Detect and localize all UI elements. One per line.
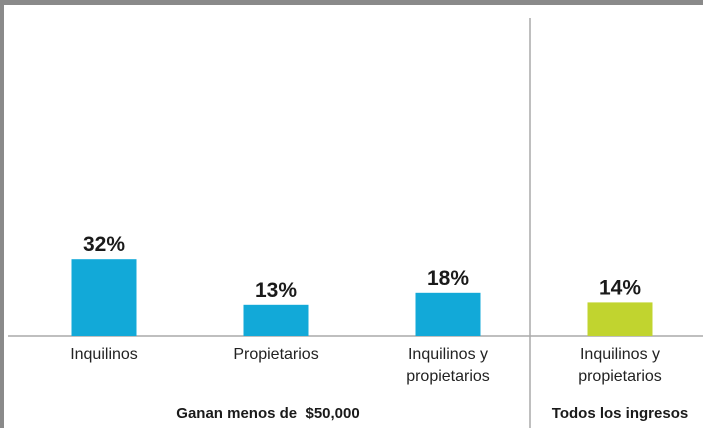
category-label: Inquilinos y propietarios — [406, 346, 490, 385]
bar — [415, 292, 481, 336]
category-label: Propietarios — [233, 346, 319, 363]
value-label: 18% — [427, 267, 469, 290]
bar — [243, 304, 309, 336]
category-label: Inquilinos — [70, 346, 138, 363]
left-border — [0, 0, 4, 428]
value-label: 32% — [83, 233, 125, 256]
bar — [587, 302, 653, 336]
value-label: 14% — [599, 276, 641, 299]
bar — [71, 259, 137, 336]
group-label: Ganan menos de $50,000 — [176, 405, 359, 422]
value-label: 13% — [255, 279, 297, 302]
top-border — [0, 0, 703, 5]
category-label: Inquilinos y propietarios — [578, 346, 662, 385]
group-label: Todos los ingresos — [552, 405, 688, 422]
